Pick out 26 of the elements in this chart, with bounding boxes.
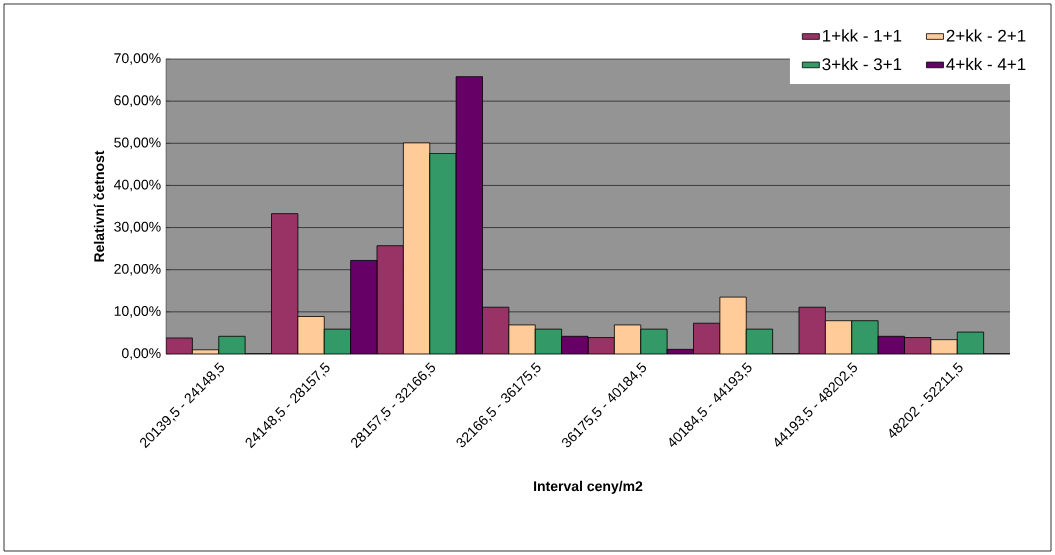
bar	[719, 297, 747, 354]
y-tick-label: 40,00%	[113, 179, 161, 192]
bar	[429, 153, 457, 354]
bar	[799, 307, 826, 354]
y-tick-label: 70,00%	[114, 53, 161, 65]
y-tick-label: 30,00%	[114, 221, 161, 234]
bar	[350, 260, 377, 354]
bar	[271, 213, 298, 354]
y-tick-label: 60,00%	[114, 95, 161, 107]
y-tick-label: 10,00%	[114, 306, 161, 318]
legend-label: 2+kk - 2+1	[946, 29, 1026, 42]
legend-label: 4+kk - 4+1	[946, 57, 1026, 71]
legend-label: 1+kk - 1+1	[823, 29, 902, 42]
y-tick-label: 50,00%	[114, 137, 161, 150]
bar	[456, 76, 483, 354]
bar	[482, 307, 509, 354]
legend-label: 3+kk - 3+1	[822, 57, 902, 71]
x-axis-title: Interval ceny/m2	[534, 480, 643, 494]
y-axis-title: Relativní četnost	[93, 150, 105, 262]
y-tick-label: 20,00%	[114, 263, 161, 276]
bar	[403, 142, 430, 354]
bar	[377, 245, 404, 354]
y-tick-label: 0,00%	[121, 348, 161, 360]
bar	[851, 320, 879, 354]
bar	[825, 320, 852, 354]
bar	[297, 316, 325, 354]
